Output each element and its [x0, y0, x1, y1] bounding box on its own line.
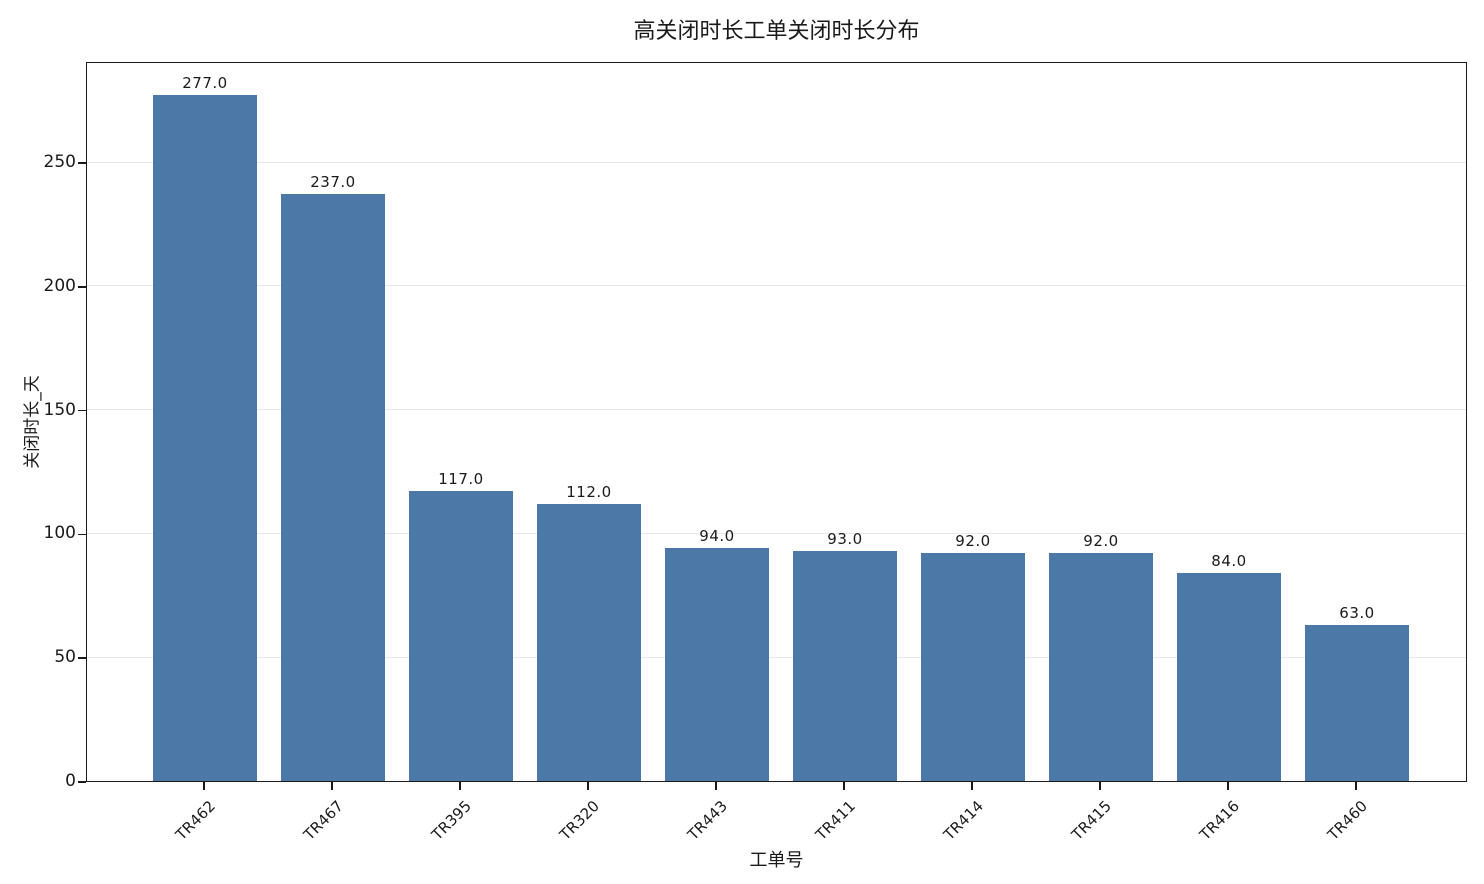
x-tick-label: TR462	[171, 797, 219, 844]
y-tick-label: 50	[54, 647, 76, 668]
x-axis-title: 工单号	[749, 850, 804, 871]
bar-value-label: 84.0	[1211, 552, 1247, 571]
bar	[281, 194, 385, 781]
chart-title: 高关闭时长工单关闭时长分布	[633, 19, 920, 44]
x-tick-label: TR414	[939, 797, 987, 844]
bar	[793, 550, 897, 781]
bar-value-label: 277.0	[182, 74, 228, 93]
x-tick-mark	[1099, 782, 1101, 790]
x-tick-label: TR411	[811, 797, 859, 844]
x-tick-label: TR415	[1067, 797, 1115, 844]
gridline	[87, 285, 1466, 287]
y-tick-mark	[78, 409, 86, 412]
bar-value-label: 63.0	[1339, 604, 1375, 623]
x-tick-label: TR320	[555, 797, 603, 844]
y-tick-mark	[78, 286, 86, 288]
bar	[409, 491, 513, 781]
bar	[537, 503, 641, 781]
y-tick-mark	[78, 162, 86, 164]
x-tick-mark	[331, 782, 333, 790]
x-tick-mark	[1227, 782, 1229, 790]
bar-value-label: 93.0	[827, 529, 863, 548]
x-tick-label: TR443	[683, 797, 731, 844]
x-tick-mark	[459, 782, 461, 790]
gridline	[87, 409, 1466, 411]
x-tick-label: TR467	[299, 797, 347, 844]
bar-value-label: 92.0	[955, 532, 991, 551]
bar-value-label: 112.0	[566, 482, 612, 501]
bar	[665, 548, 769, 781]
y-tick-mark	[78, 657, 86, 659]
y-tick-mark	[78, 533, 86, 536]
gridline	[87, 161, 1466, 163]
x-tick-mark	[1355, 782, 1357, 790]
x-tick-mark	[843, 782, 845, 790]
bar-value-label: 237.0	[310, 173, 356, 192]
bar	[1177, 573, 1281, 781]
x-tick-label: TR416	[1195, 797, 1243, 844]
y-tick-label: 0	[65, 771, 76, 791]
bar	[921, 553, 1025, 781]
y-tick-mark	[78, 781, 86, 783]
x-tick-label: TR460	[1323, 797, 1371, 844]
gridline	[87, 532, 1466, 534]
y-tick-label: 250	[43, 152, 76, 173]
x-tick-mark	[971, 782, 973, 790]
x-tick-label: TR395	[427, 797, 475, 844]
x-tick-mark	[203, 782, 205, 790]
bar	[1305, 625, 1409, 781]
bar	[153, 95, 257, 781]
x-tick-mark	[587, 782, 589, 790]
gridline	[87, 656, 1466, 658]
y-tick-label: 200	[43, 275, 76, 296]
y-tick-label: 100	[43, 523, 76, 544]
bar	[1049, 553, 1153, 781]
y-axis-title: 关闭时长_天	[22, 375, 43, 469]
y-tick-label: 150	[43, 399, 76, 420]
bar-value-label: 92.0	[1083, 532, 1119, 551]
x-tick-mark	[715, 782, 717, 790]
bar-value-label: 94.0	[699, 527, 735, 546]
plot-area: 277.0 237.0 117.0 112.0 94.0 93.0 92.0 92.0 84.0…	[86, 62, 1467, 782]
bar-value-label: 117.0	[438, 470, 484, 489]
